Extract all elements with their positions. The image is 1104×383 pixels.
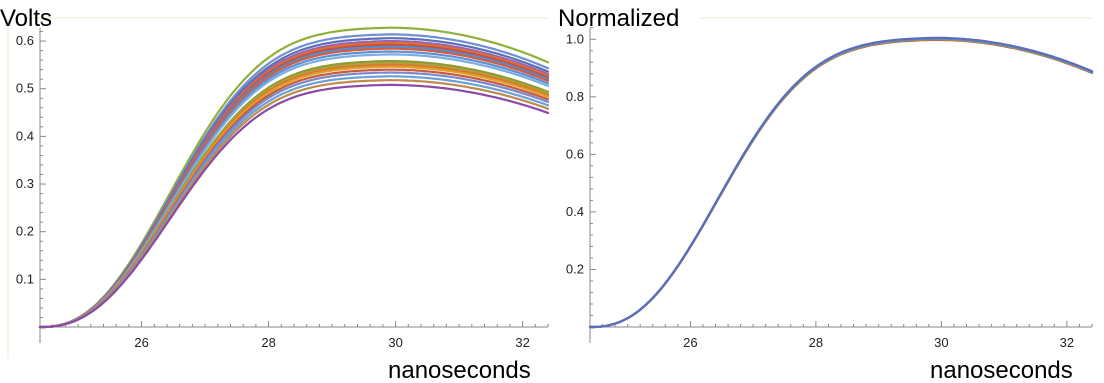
y-tick-label: 0.6 <box>16 33 34 48</box>
y-tick-label: 0.2 <box>16 224 34 239</box>
x-tick-label: 32 <box>1060 335 1074 350</box>
x-tick-label: 28 <box>261 335 275 350</box>
x-tick-label: 32 <box>515 335 529 350</box>
normalized-ticks: 26 28 30 32 0.2 0.4 0.6 0.8 1.0 <box>566 31 1074 350</box>
x-tick-label: 26 <box>683 335 697 350</box>
y-tick-label: 0.5 <box>16 81 34 96</box>
x-tick-label: 26 <box>134 335 148 350</box>
y-tick-label: 0.8 <box>566 89 584 104</box>
volts-ylabel: Volts <box>0 5 52 32</box>
normalized-xlabel: nanoseconds <box>930 357 1073 383</box>
y-tick-label: 0.3 <box>16 176 34 191</box>
x-tick-label: 30 <box>388 335 402 350</box>
volts-axes <box>39 21 549 343</box>
y-tick-label: 0.1 <box>16 271 34 286</box>
normalized-title: Normalized <box>558 5 679 32</box>
series-line <box>588 36 1094 329</box>
normalized-series-group <box>588 36 1094 329</box>
y-tick-label: 1.0 <box>566 31 584 46</box>
y-tick-label: 0.4 <box>16 128 34 143</box>
y-tick-label: 0.2 <box>566 261 584 276</box>
volts-ticks: 26 28 30 32 0.1 0.2 0.3 0.4 0.5 0.6 <box>16 33 530 350</box>
y-tick-label: 0.6 <box>566 146 584 161</box>
volts-xlabel: nanoseconds <box>388 357 531 383</box>
x-tick-label: 28 <box>809 335 823 350</box>
normalized-chart: 26 28 30 32 0.2 0.4 0.6 0.8 1.0 <box>566 27 1094 350</box>
normalized-axes <box>589 27 1093 343</box>
volts-chart: 26 28 30 32 0.1 0.2 0.3 0.4 0.5 0.6 <box>16 21 550 350</box>
volts-series-group <box>38 26 550 329</box>
series-line <box>38 83 550 329</box>
y-tick-label: 0.4 <box>566 204 584 219</box>
x-tick-label: 30 <box>934 335 948 350</box>
